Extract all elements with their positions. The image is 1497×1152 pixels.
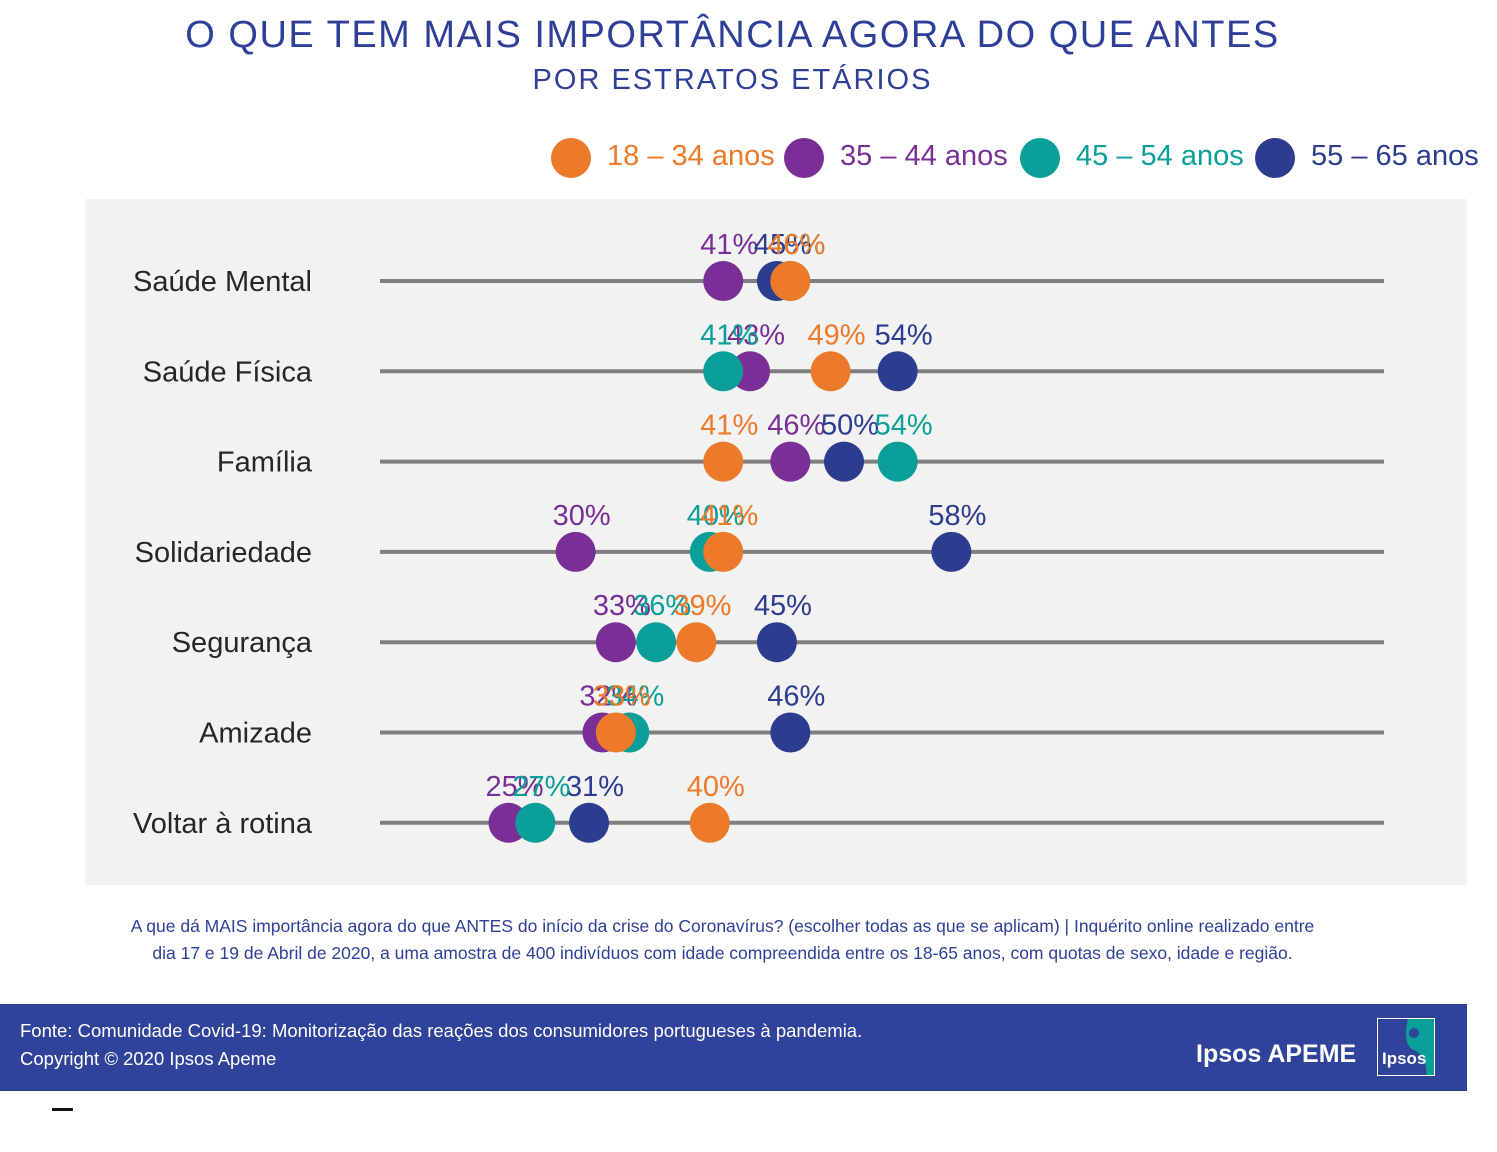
category-label: Saúde Mental xyxy=(133,266,312,298)
data-label-35-44: 32% xyxy=(579,681,637,713)
data-point-18-34 xyxy=(595,712,636,753)
data-point-35-44 xyxy=(595,622,636,663)
category-label: Família xyxy=(217,447,313,479)
footnote-line-1: A que dá MAIS importância agora do que A… xyxy=(130,916,1315,936)
legend-label-35-44: 35 – 44 anos xyxy=(840,140,1008,172)
data-point-35-44 xyxy=(770,441,811,482)
data-label-35-44: 43% xyxy=(727,319,785,351)
ipsos-logo-text: Ipsos xyxy=(1382,1049,1427,1068)
legend-dot-35-44 xyxy=(784,138,824,178)
category-label: Segurança xyxy=(172,627,313,659)
footnote: A que dá MAIS importância agora do que A… xyxy=(60,913,1385,967)
data-label-18-34: 41% xyxy=(700,500,758,532)
footer-source: Fonte: Comunidade Covid-19: Monitorizaçã… xyxy=(20,1020,863,1041)
category-label: Amizade xyxy=(199,718,312,750)
footnote-line-2: dia 17 e 19 de Abril de 2020, a uma amos… xyxy=(152,943,1293,963)
data-label-55-65: 54% xyxy=(875,319,933,351)
data-label-45-54: 54% xyxy=(875,410,933,442)
category-row: Família 46%50%54% 41% xyxy=(217,410,1384,482)
category-label: Solidariedade xyxy=(135,537,312,569)
category-row: Solidariedade 30% 58% 40%41% xyxy=(135,500,1384,572)
chart-panel: Saúde Mental 41% 45% 46% 46% Saúde Física 43% 5… xyxy=(85,199,1467,885)
data-point-18-34 xyxy=(703,441,744,482)
category-row: Saúde Física 43% 54% 41% 49% xyxy=(143,319,1384,392)
data-label-18-34: 41% xyxy=(700,410,758,442)
data-point-18-34 xyxy=(676,622,717,663)
data-point-18-34 xyxy=(703,531,744,572)
data-point-45-54 xyxy=(636,622,677,663)
data-point-55-65 xyxy=(931,531,972,572)
data-label-18-34: 39% xyxy=(673,590,731,622)
data-point-35-44 xyxy=(703,261,744,301)
data-point-45-54 xyxy=(877,441,918,482)
data-label-45-54: 34% xyxy=(606,681,664,713)
data-label-18-34: 40% xyxy=(687,771,745,803)
category-label: Saúde Física xyxy=(143,356,313,388)
data-point-35-44 xyxy=(555,531,596,572)
ipsos-logo-shape xyxy=(1405,1019,1434,1075)
footer-brand: Ipsos APEME xyxy=(1196,1040,1357,1068)
data-point-18-34 xyxy=(689,802,730,843)
data-label-35-44: 30% xyxy=(553,500,611,532)
category-row: Amizade 32% 46% 34%33% xyxy=(199,681,1384,753)
data-point-18-34 xyxy=(810,351,851,392)
legend-label-55-65: 55 – 65 anos xyxy=(1311,140,1479,172)
dash-mark xyxy=(52,1108,73,1111)
data-point-55-65 xyxy=(824,441,864,482)
legend-dot-45-54 xyxy=(1020,138,1060,178)
data-label-55-65: 50% xyxy=(821,410,879,442)
data-label-45-54: 46% xyxy=(767,229,825,261)
legend-dot-55-65 xyxy=(1255,138,1295,178)
data-label-35-44: 33% xyxy=(593,590,651,622)
data-label-35-44: 46% xyxy=(767,410,825,442)
legend-label-18-34: 18 – 34 anos xyxy=(607,140,775,172)
footer-copyright: Copyright © 2020 Ipsos Apeme xyxy=(20,1048,277,1069)
footer-bar: Fonte: Comunidade Covid-19: Monitorizaçã… xyxy=(0,1004,1467,1091)
data-label-35-44: 25% xyxy=(485,771,543,803)
data-point-55-65 xyxy=(877,351,918,392)
legend-dot-18-34 xyxy=(551,138,591,178)
category-row: Voltar à rotina 25% 31%27% 40% xyxy=(133,771,1384,843)
data-point-45-54 xyxy=(703,351,744,392)
data-label-55-65: 45% xyxy=(754,229,812,261)
data-point-55-65 xyxy=(756,622,797,663)
data-label-18-34: 33% xyxy=(593,681,651,713)
data-label-55-65: 46% xyxy=(767,681,825,713)
data-label-35-44: 41% xyxy=(700,229,758,261)
ipsos-logo: Ipsos xyxy=(1377,1018,1435,1076)
data-point-55-65 xyxy=(770,712,811,753)
chart-title: O QUE TEM MAIS IMPORTÂNCIA AGORA DO QUE … xyxy=(185,14,1280,56)
data-label-45-54: 36% xyxy=(633,590,691,622)
data-label-55-65: 45% xyxy=(754,590,812,622)
legend-label-45-54: 45 – 54 anos xyxy=(1076,140,1244,172)
category-label: Voltar à rotina xyxy=(133,808,313,840)
data-label-18-34: 49% xyxy=(808,319,866,351)
data-label-55-65: 31% xyxy=(566,771,624,803)
data-label-45-54: 27% xyxy=(512,771,570,803)
data-label-55-65: 58% xyxy=(928,500,986,532)
data-label-45-54: 40% xyxy=(687,500,745,532)
data-point-18-34 xyxy=(770,261,811,301)
chart-subtitle: POR ESTRATOS ETÁRIOS xyxy=(532,64,933,96)
category-row: Segurança 33% 45% 36%39% xyxy=(172,590,1384,663)
data-point-45-54 xyxy=(515,802,556,843)
data-label-45-54: 41% xyxy=(700,319,758,351)
data-point-55-65 xyxy=(569,802,610,843)
data-label-18-34: 46% xyxy=(767,229,825,261)
